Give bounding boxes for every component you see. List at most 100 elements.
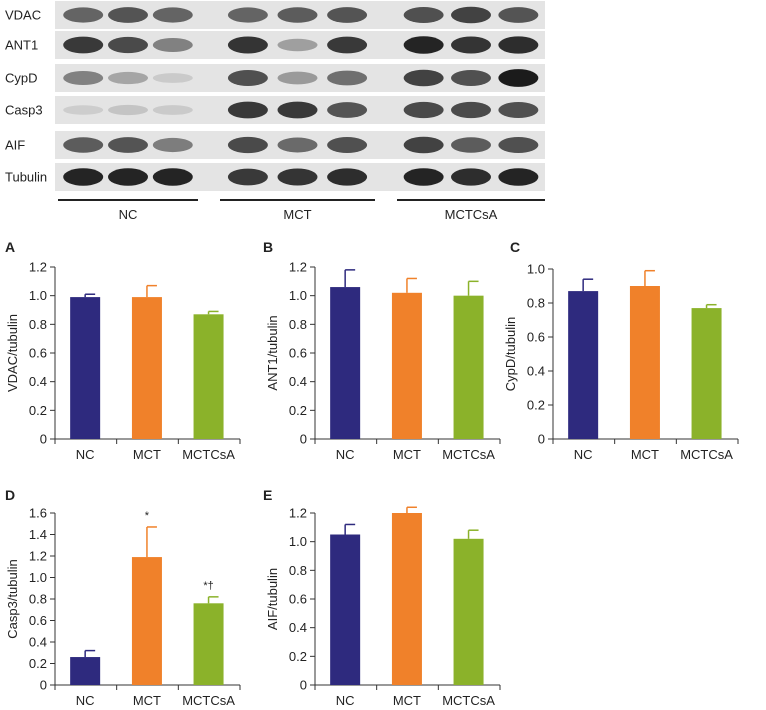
y-tick-label: 0.2 — [527, 398, 545, 413]
y-tick-label: 1.2 — [289, 506, 307, 521]
y-tick-label: 1.0 — [289, 288, 307, 303]
blot-band — [108, 104, 148, 116]
panel-letter: B — [263, 239, 273, 255]
blot-band — [451, 6, 491, 24]
x-tick-label: NC — [76, 693, 95, 708]
significance-marker: * — [145, 510, 150, 522]
y-tick-label: 0.6 — [527, 330, 545, 345]
y-tick-label: 0.8 — [29, 592, 47, 607]
y-tick-label: 0.4 — [289, 374, 307, 389]
y-tick-label: 0.8 — [289, 317, 307, 332]
x-tick-label: MCT — [393, 693, 421, 708]
panel-letter: C — [510, 239, 520, 255]
blot-band — [63, 168, 104, 186]
chart-panel-a: A 0 0.2 0.4 0.6 0.8 1.0 1.2 VDAC/tubulin NC MCT MCT… — [5, 239, 241, 462]
y-axis-title: CypD/tubulin — [503, 317, 518, 391]
y-tick-label: 0.8 — [527, 296, 545, 311]
y-axis-title: AIF/tubulin — [265, 568, 280, 630]
x-tick-label: MCTCsA — [442, 447, 495, 462]
blot-band — [451, 137, 491, 153]
group-label: MCTCsA — [445, 207, 498, 222]
bar-nc — [330, 287, 361, 439]
blot-band — [277, 101, 318, 119]
y-tick-label: 0.8 — [289, 563, 307, 578]
group-label: NC — [119, 207, 138, 222]
y-tick-label: 0.4 — [29, 635, 47, 650]
x-tick-label: NC — [76, 447, 95, 462]
blot-band — [403, 69, 444, 87]
chart-panel-c: C 0 0.2 0.4 0.6 0.8 1.0 CypD/tubulin NC MCT MCTCsA — [503, 239, 739, 462]
blot-band — [63, 71, 104, 85]
blot-band — [327, 102, 368, 118]
x-tick-label: MCTCsA — [442, 693, 495, 708]
chart-panel-e: E 0 0.2 0.4 0.6 0.8 1.0 1.2 AIF/tubulin NC MCT MCTC… — [263, 487, 501, 708]
blot-band — [277, 38, 318, 52]
bar-nc — [70, 657, 101, 685]
bar-nc — [330, 534, 361, 685]
blot-band — [498, 36, 539, 54]
y-tick-label: 0 — [40, 678, 47, 693]
y-axis-title: VDAC/tubulin — [5, 314, 20, 392]
bar-mct — [131, 557, 162, 685]
chart-panel-d: D 0 0.2 0.4 0.6 0.8 1.0 1.2 1.4 1.6 Casp3/tubulin N… — [5, 487, 241, 708]
bar-nc — [568, 291, 599, 439]
blot-band — [403, 136, 444, 154]
blot-band — [277, 71, 318, 85]
group-label: MCT — [283, 207, 311, 222]
blot-band — [108, 137, 148, 153]
blot-band — [498, 168, 539, 186]
blot-band — [277, 168, 318, 186]
x-tick-label: MCT — [393, 447, 421, 462]
y-axis-title: ANT1/tubulin — [265, 315, 280, 390]
blot-band — [403, 7, 444, 23]
blot-band — [152, 105, 193, 115]
blot-band — [152, 168, 193, 186]
blot-band — [108, 36, 148, 54]
blot-band — [498, 7, 539, 23]
panel-letter: E — [263, 487, 272, 503]
bar-mctcsa — [193, 603, 224, 685]
y-tick-label: 0.6 — [289, 592, 307, 607]
y-tick-label: 1.2 — [29, 549, 47, 564]
bar-mct — [391, 292, 422, 439]
blot-row-label: Tubulin — [5, 170, 47, 185]
blot-band — [108, 7, 148, 23]
y-tick-label: 0.8 — [29, 317, 47, 332]
blot-band — [498, 137, 539, 153]
bar-mct — [391, 513, 422, 685]
blot-band — [63, 137, 104, 153]
y-tick-label: 0.2 — [29, 656, 47, 671]
x-tick-label: MCT — [631, 447, 659, 462]
blot-band — [403, 168, 444, 186]
y-tick-label: 0 — [300, 432, 307, 447]
blot-band — [227, 101, 268, 119]
blot-band — [63, 36, 104, 54]
y-tick-label: 0.6 — [289, 346, 307, 361]
blot-band — [403, 36, 444, 54]
blot-band — [277, 137, 318, 153]
blot-band — [63, 105, 104, 115]
y-tick-label: 0.4 — [289, 620, 307, 635]
blot-band — [327, 137, 368, 153]
blot-band — [498, 102, 539, 118]
x-tick-label: MCT — [133, 447, 161, 462]
blot-band — [227, 36, 268, 54]
blot-band — [451, 36, 491, 54]
x-tick-label: MCTCsA — [182, 447, 235, 462]
y-tick-label: 1.0 — [527, 262, 545, 277]
blot-band — [152, 137, 193, 153]
blot-band — [327, 7, 368, 23]
chart-panel-b: B 0 0.2 0.4 0.6 0.8 1.0 1.2 ANT1/tubulin NC MCT MCT… — [263, 239, 501, 462]
blot-row-label: VDAC — [5, 8, 41, 23]
blot-band — [327, 168, 368, 186]
blot-row-label: ANT1 — [5, 38, 38, 53]
x-tick-label: NC — [574, 447, 593, 462]
y-tick-label: 1.2 — [289, 260, 307, 275]
y-tick-label: 1.0 — [289, 534, 307, 549]
blot-band — [277, 7, 318, 23]
bar-mct — [629, 286, 660, 439]
x-tick-label: MCTCsA — [680, 447, 733, 462]
blot-band — [451, 168, 491, 186]
y-tick-label: 0.4 — [29, 374, 47, 389]
